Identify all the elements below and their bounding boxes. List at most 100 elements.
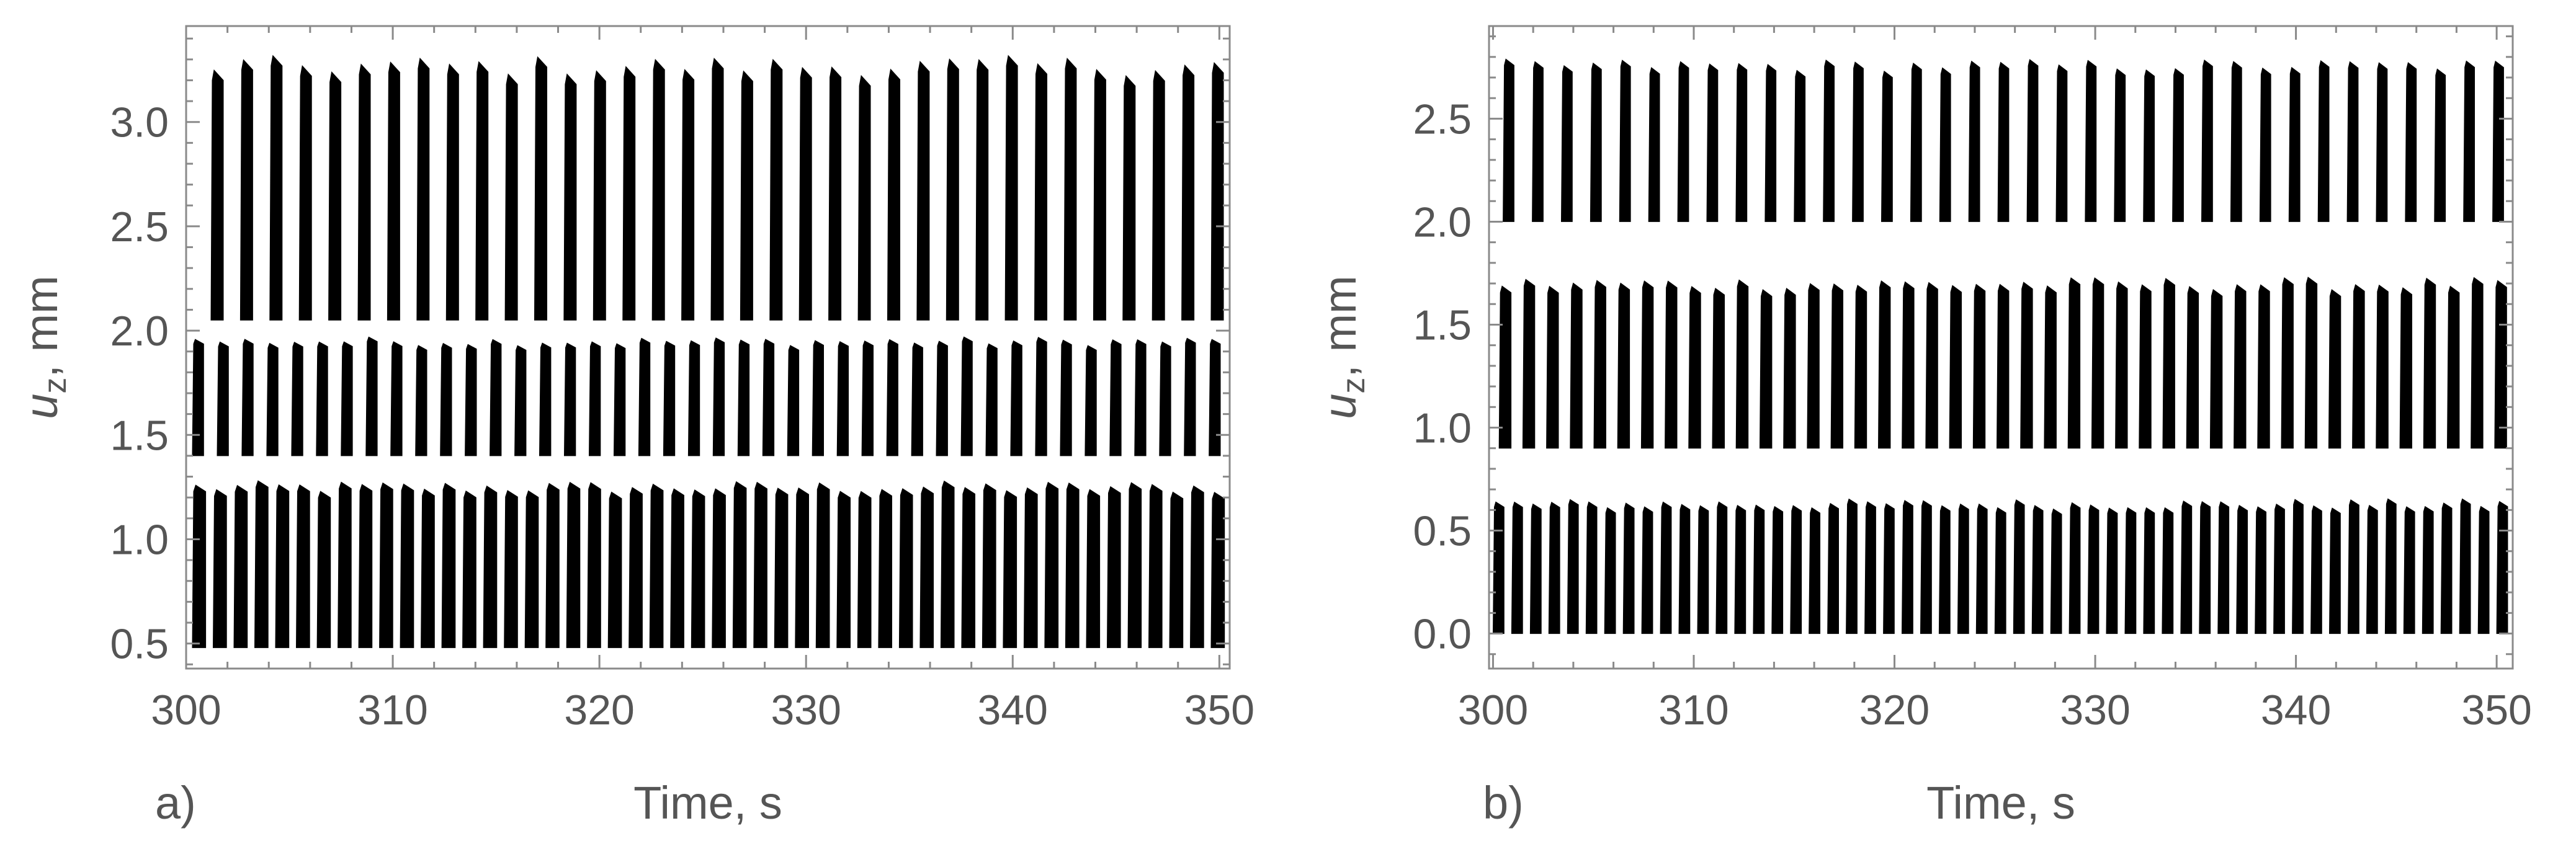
series-2-pulse-a (192, 339, 204, 456)
series-3-pulse-a (1122, 75, 1136, 321)
series-1-pulse-b (1790, 505, 1802, 634)
y-tick-label-a: 0.5 (110, 621, 169, 668)
series-2-pulse-a (1085, 345, 1097, 456)
series-1-pulse-a (1086, 489, 1101, 648)
series-2-pulse-b (1996, 283, 2010, 449)
series-3-pulse-b (1997, 61, 2010, 222)
y-tick-label-a: 2.5 (110, 203, 169, 251)
series-2-pulse-b (2471, 277, 2484, 449)
series-1-pulse-a (857, 491, 872, 648)
x-tick-label-b: 330 (2060, 687, 2130, 734)
series-1-pulse-b (2236, 505, 2248, 634)
plot-frame-a (185, 25, 1231, 670)
series-1-pulse-a (1065, 483, 1080, 648)
series-2-pulse-a (539, 342, 552, 456)
series-3-pulse-b (2172, 68, 2184, 222)
series-1-pulse-b (1511, 501, 1523, 634)
series-2-pulse-b (1640, 280, 1654, 449)
series-3-pulse-a (710, 58, 724, 321)
series-1-pulse-b (1957, 503, 1969, 634)
series-2-pulse-a (291, 341, 303, 456)
series-3-pulse-b (1590, 62, 1602, 222)
series-3-pulse-a (534, 56, 547, 321)
series-1-pulse-a (1127, 482, 1142, 648)
series-3-pulse-a (1210, 62, 1224, 321)
series-1-pulse-b (1567, 499, 1579, 634)
series-2-pulse-a (1109, 339, 1122, 456)
series-1-pulse-b (2347, 499, 2359, 634)
series-2-pulse-a (440, 342, 452, 456)
series-2-pulse-b (2423, 277, 2436, 449)
series-2-pulse-b (1830, 283, 1843, 449)
series-3-pulse-a (651, 58, 665, 321)
series-1-pulse-a (1003, 490, 1017, 648)
series-3-pulse-a (1063, 58, 1077, 321)
series-1-pulse-a (275, 484, 290, 648)
x-axis-title-b: Time, s (1926, 777, 2075, 829)
series-1-pulse-a (545, 483, 560, 648)
series-3-pulse-b (2114, 68, 2126, 222)
series-1-pulse-a (1169, 491, 1184, 648)
y-axis-a: 0.5 1.0 1.5 2.0 2.5 3.0 (110, 37, 1230, 668)
series-2-pulse-a (1134, 339, 1147, 456)
series-2-pulse-a (1159, 341, 1171, 456)
series-2-pulse-b (2281, 277, 2294, 449)
series-3-pulse-a (504, 73, 518, 321)
series-1-pulse-b (2087, 504, 2100, 634)
series-3-pulse-a (357, 63, 371, 321)
series-1-pulse-a (587, 482, 601, 648)
series-2-pulse-a (1060, 339, 1072, 456)
series-3-pulse-b (2201, 59, 2213, 222)
series-3-pulse-a (445, 63, 459, 321)
y-axis-title-a: uz, mm (16, 275, 73, 419)
series-1-pulse-b (2124, 507, 2137, 634)
series-3-pulse-b (2143, 69, 2155, 222)
series-2-pulse-a (316, 341, 328, 456)
series-1-pulse-a (295, 484, 310, 648)
series-3-pulse-a (769, 58, 783, 321)
series-1-pulse-b (1585, 501, 1598, 634)
series-group-b (1492, 58, 2508, 634)
series-2-pulse-b (2352, 284, 2365, 449)
series-2-pulse-a (712, 337, 725, 456)
series-1-pulse-a (338, 481, 352, 648)
series-2-pulse-b (1570, 282, 1583, 449)
series-1-pulse-b (2162, 507, 2174, 634)
series-2-pulse-b (2115, 281, 2128, 449)
series-2-pulse-b (1877, 280, 1891, 449)
series-2-pulse-b (1807, 283, 1820, 449)
series-1-pulse-a (753, 481, 767, 648)
series-1-pulse-a (1106, 486, 1121, 648)
y-tick-label-b: 2.0 (1413, 198, 1472, 246)
series-1-pulse-a (649, 483, 664, 648)
series-1-pulse-b (1771, 505, 1784, 634)
x-axis-a: 300 310 320 330 340 350 (151, 26, 1254, 734)
series-1-pulse-a (670, 488, 684, 648)
series-2-pulse-a (812, 340, 824, 456)
series-3-pulse-b (1852, 61, 1864, 222)
series-3-pulse-a (1093, 69, 1106, 321)
series-1-pulse-a (1023, 487, 1038, 648)
plot-frame-b (1488, 25, 2514, 670)
y-axis-var-a: u (16, 394, 67, 419)
x-tick-label-a: 310 (357, 687, 427, 734)
x-axis-title-a: Time, s (633, 777, 782, 829)
series-1-pulse-b (2422, 505, 2434, 634)
y-tick-label-b: 2.5 (1413, 96, 1472, 143)
series-1-pulse-b (1975, 503, 1988, 634)
series-1-pulse-b (1809, 507, 1820, 634)
series-1-pulse-a (795, 487, 809, 648)
series-2-pulse-a (936, 340, 948, 456)
series-3-pulse-b (2346, 61, 2359, 222)
series-1-pulse-a (607, 491, 622, 648)
chart-panel-a: 300 310 320 330 340 350 0.5 1.0 1.5 2.0 2.5 3.0 Ti… (16, 25, 1254, 829)
y-axis-b: 0.0 0.5 1.0 1.5 2.0 2.5 (1413, 35, 2513, 658)
series-1-pulse-a (815, 482, 830, 648)
y-tick-label-a: 3.0 (110, 99, 169, 146)
series-2-pulse-a (241, 339, 254, 456)
series-2-pulse-b (2186, 286, 2199, 449)
series-1-pulse-b (2273, 504, 2285, 634)
series-2-pulse-b (1522, 278, 1536, 449)
series-2-pulse-a (861, 340, 874, 456)
chart-panel-b: 300 310 320 330 340 350 0.0 0.5 1.0 1.5 2.0 2.5 Ti… (1314, 25, 2532, 829)
